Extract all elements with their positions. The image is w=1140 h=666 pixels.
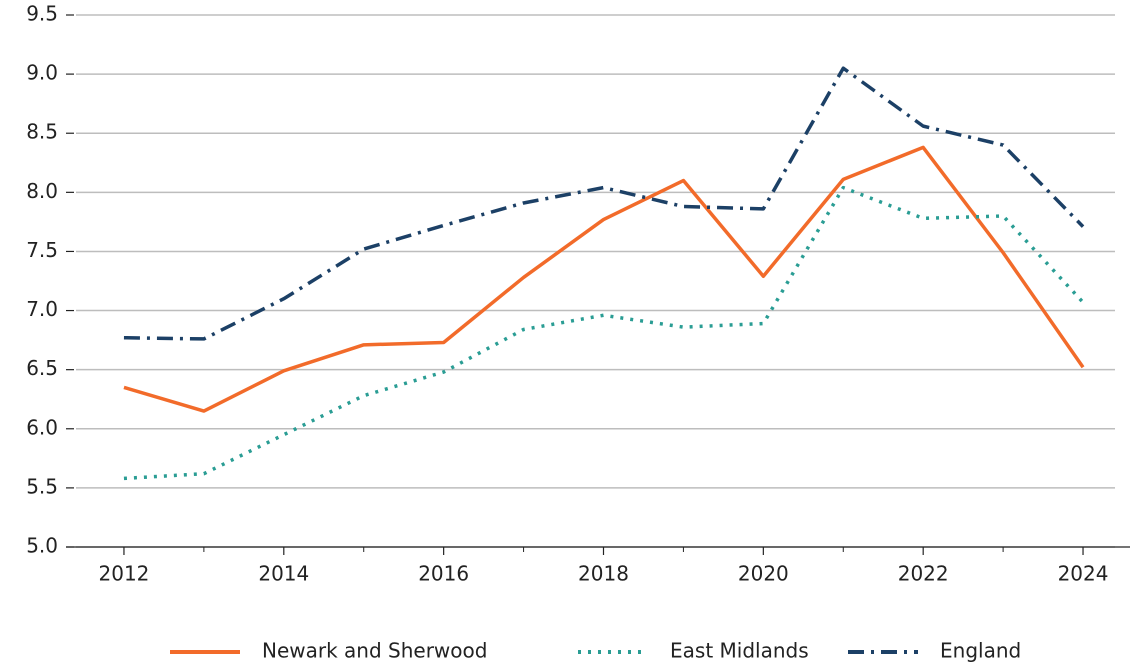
y-tick-label: 7.5 (26, 238, 58, 262)
y-tick-label: 5.5 (26, 474, 58, 498)
x-tick-label: 2020 (738, 562, 789, 586)
y-tick-label: 5.0 (26, 534, 58, 558)
x-tick-label: 2012 (99, 562, 150, 586)
legend-label: England (940, 639, 1021, 663)
series-line (123, 185, 1085, 481)
y-tick-label: 9.0 (26, 61, 58, 85)
y-tick-label: 7.0 (26, 297, 58, 321)
x-tick-label: 2022 (898, 562, 949, 586)
y-tick-label: 9.5 (26, 2, 58, 26)
y-tick-label: 8.0 (26, 179, 58, 203)
x-tick-label: 2014 (258, 562, 309, 586)
y-tick-label: 8.5 (26, 120, 58, 144)
x-tick-label: 2024 (1058, 562, 1109, 586)
legend-label: East Midlands (670, 639, 809, 663)
x-tick-label: 2016 (418, 562, 469, 586)
x-tick-label: 2018 (578, 562, 629, 586)
series-line (123, 145, 1085, 413)
series-line (123, 66, 1085, 341)
y-tick-label: 6.0 (26, 415, 58, 439)
legend-label: Newark and Sherwood (262, 639, 487, 663)
y-tick-label: 6.5 (26, 356, 58, 380)
